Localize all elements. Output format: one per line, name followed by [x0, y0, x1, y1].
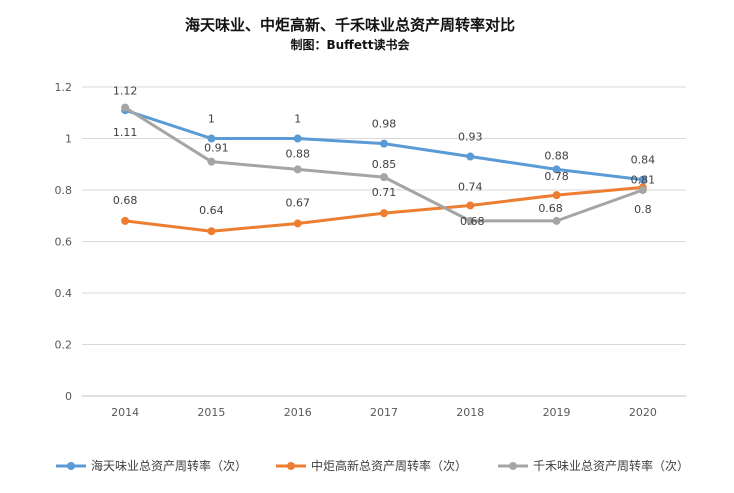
y-tick-label: 1 — [65, 133, 72, 146]
x-tick-label: 2015 — [197, 406, 225, 419]
data-point — [293, 219, 302, 228]
data-point — [466, 201, 475, 210]
data-label: 0.91 — [204, 142, 229, 155]
data-point — [638, 186, 647, 194]
data-point — [380, 173, 388, 182]
data-point — [207, 157, 216, 166]
legend-label: 千禾味业总资产周转率（次） — [533, 458, 689, 473]
chart-title: 海天味业、中炬高新、千禾味业总资产周转率对比 — [184, 16, 515, 34]
data-label: 0.81 — [631, 173, 656, 186]
data-label: 1.11 — [113, 126, 138, 139]
legend-marker — [287, 462, 295, 470]
data-label: 0.64 — [199, 204, 224, 217]
y-tick-label: 1.2 — [55, 81, 73, 94]
data-label: 0.71 — [372, 186, 397, 199]
y-tick-label: 0.2 — [55, 339, 73, 352]
data-point — [207, 227, 216, 236]
x-tick-label: 2020 — [629, 406, 657, 419]
data-point — [121, 103, 130, 112]
data-point — [552, 191, 561, 200]
data-label: 0.8 — [634, 203, 652, 216]
legend-marker — [67, 462, 75, 470]
data-label: 0.88 — [285, 147, 310, 160]
data-label: 0.74 — [458, 180, 483, 193]
data-label: 0.84 — [631, 154, 656, 167]
x-tick-label: 2019 — [543, 406, 571, 419]
data-point — [466, 152, 475, 161]
data-label: 1.12 — [113, 85, 138, 98]
x-tick-label: 2014 — [111, 406, 139, 419]
data-point — [552, 165, 561, 174]
data-label: 0.78 — [544, 170, 569, 183]
data-label: 0.85 — [372, 158, 397, 171]
data-point — [121, 216, 130, 225]
data-label: 0.98 — [372, 118, 397, 131]
data-label: 0.67 — [285, 196, 310, 209]
legend-marker — [509, 462, 517, 470]
data-label: 0.68 — [113, 194, 138, 207]
chart-subtitle: 制图：Buffett读书会 — [290, 38, 410, 52]
data-label: 0.68 — [460, 215, 485, 228]
data-label: 1 — [208, 113, 215, 126]
y-tick-label: 0.6 — [55, 236, 73, 249]
x-tick-label: 2016 — [284, 406, 312, 419]
legend-label: 中炬高新总资产周转率（次） — [311, 458, 467, 473]
x-tick-label: 2018 — [456, 406, 484, 419]
data-point — [380, 209, 388, 218]
y-tick-label: 0.8 — [55, 184, 73, 197]
data-label: 0.88 — [544, 149, 569, 162]
data-point — [293, 165, 302, 174]
y-tick-label: 0 — [65, 390, 72, 403]
data-label: 1 — [294, 113, 301, 126]
data-label: 0.93 — [458, 131, 483, 144]
data-point — [638, 175, 647, 184]
data-point — [380, 139, 388, 148]
y-tick-label: 0.4 — [55, 287, 73, 300]
data-point — [207, 134, 216, 143]
legend-label: 海天味业总资产周转率（次） — [91, 458, 247, 473]
x-tick-label: 2017 — [370, 406, 398, 419]
data-point — [552, 216, 561, 225]
data-point — [466, 216, 475, 225]
data-point — [293, 134, 302, 143]
data-label: 0.68 — [538, 202, 563, 215]
